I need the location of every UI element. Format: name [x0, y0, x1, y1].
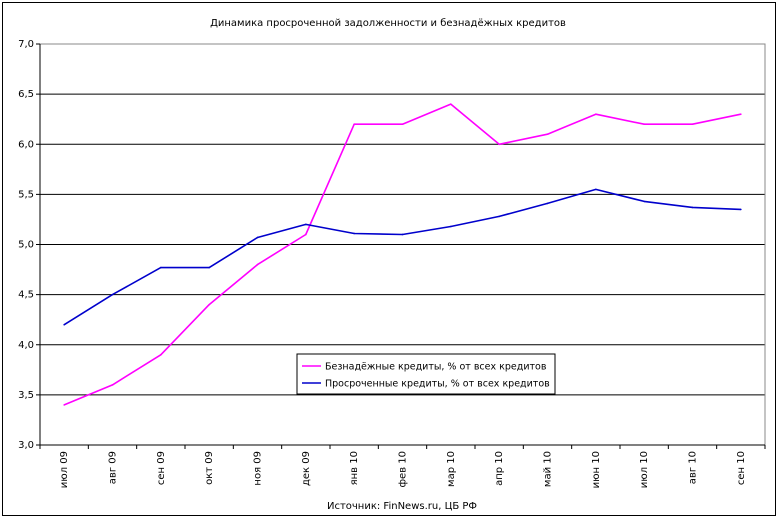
legend-label: Просроченные кредиты, % от всех кредитов: [325, 379, 550, 390]
x-tick-label: сен 09: [156, 451, 167, 485]
data-point: [498, 143, 500, 146]
series-line-2: [63, 188, 741, 326]
x-tick-label: июл 10: [639, 451, 650, 488]
x-tick-label: авг 09: [108, 451, 119, 484]
data-point: [450, 103, 452, 105]
data-point: [305, 223, 307, 226]
data-point: [63, 404, 65, 406]
data-point: [208, 303, 210, 306]
series-layer: [63, 103, 742, 406]
x-tick-label: фев 10: [398, 451, 409, 488]
x-tick-label: ноя 09: [253, 451, 264, 486]
data-point: [740, 208, 742, 211]
x-tick-label: апр 10: [494, 451, 505, 486]
data-point: [450, 225, 452, 228]
x-tick-label: янв 10: [349, 451, 360, 485]
data-point: [740, 113, 742, 115]
y-tick-label: 5,0: [18, 240, 34, 251]
data-point: [643, 200, 645, 203]
x-tick-label: окт 09: [204, 451, 215, 485]
data-point: [498, 215, 500, 218]
data-point: [691, 123, 694, 125]
x-tick-label: май 10: [543, 451, 554, 487]
y-tick-label: 3,5: [18, 390, 34, 401]
y-tick-label: 4,0: [18, 340, 34, 351]
data-point: [643, 123, 645, 125]
y-tick-label: 4,5: [18, 290, 34, 301]
y-tick-label: 5,5: [18, 189, 34, 200]
x-tick-label: июл 09: [59, 451, 70, 488]
y-tick-label: 3,0: [18, 440, 34, 451]
grid-lines: [40, 93, 765, 396]
source-note: Источник: FinNews.ru, ЦБ РФ: [327, 501, 477, 512]
data-point: [546, 202, 549, 205]
legend-label: Безнадёжные кредиты, % от всех кредитов: [325, 362, 547, 373]
data-point: [546, 133, 549, 136]
x-tick-label: авг 10: [688, 451, 699, 484]
data-point: [691, 206, 694, 209]
x-tick-label: сен 10: [736, 451, 747, 485]
data-point: [595, 188, 597, 191]
data-point: [160, 353, 162, 356]
data-point: [63, 323, 65, 326]
chart-title: Динамика просроченной задолженности и бе…: [210, 18, 566, 29]
data-point: [353, 123, 355, 125]
legend: Безнадёжные кредиты, % от всех кредитов П…: [296, 353, 556, 395]
x-tick-label: мар 10: [446, 451, 457, 487]
data-point: [256, 263, 259, 266]
y-axis: 3,0 3,5 4,0 4,5 5,0 5,5 6,0 6,5 7,0: [18, 39, 41, 451]
data-point: [305, 233, 307, 236]
data-point: [111, 293, 114, 296]
data-point: [401, 123, 404, 125]
y-tick-label: 7,0: [18, 39, 34, 50]
y-tick-label: 6,0: [18, 139, 34, 150]
y-tick-label: 6,5: [18, 89, 34, 100]
data-point: [111, 384, 114, 386]
data-point: [353, 232, 355, 235]
legend-box: [296, 353, 556, 395]
data-point: [208, 266, 210, 269]
data-point: [401, 233, 404, 236]
data-point: [160, 266, 162, 269]
x-axis: июл 09 авг 09 сен 09 окт 09 ноя 09 дек 09 янв …: [39, 444, 766, 488]
data-point: [256, 236, 259, 239]
x-tick-label: июн 10: [591, 451, 602, 488]
x-tick-label: дек 09: [301, 451, 312, 486]
data-point: [595, 113, 597, 115]
